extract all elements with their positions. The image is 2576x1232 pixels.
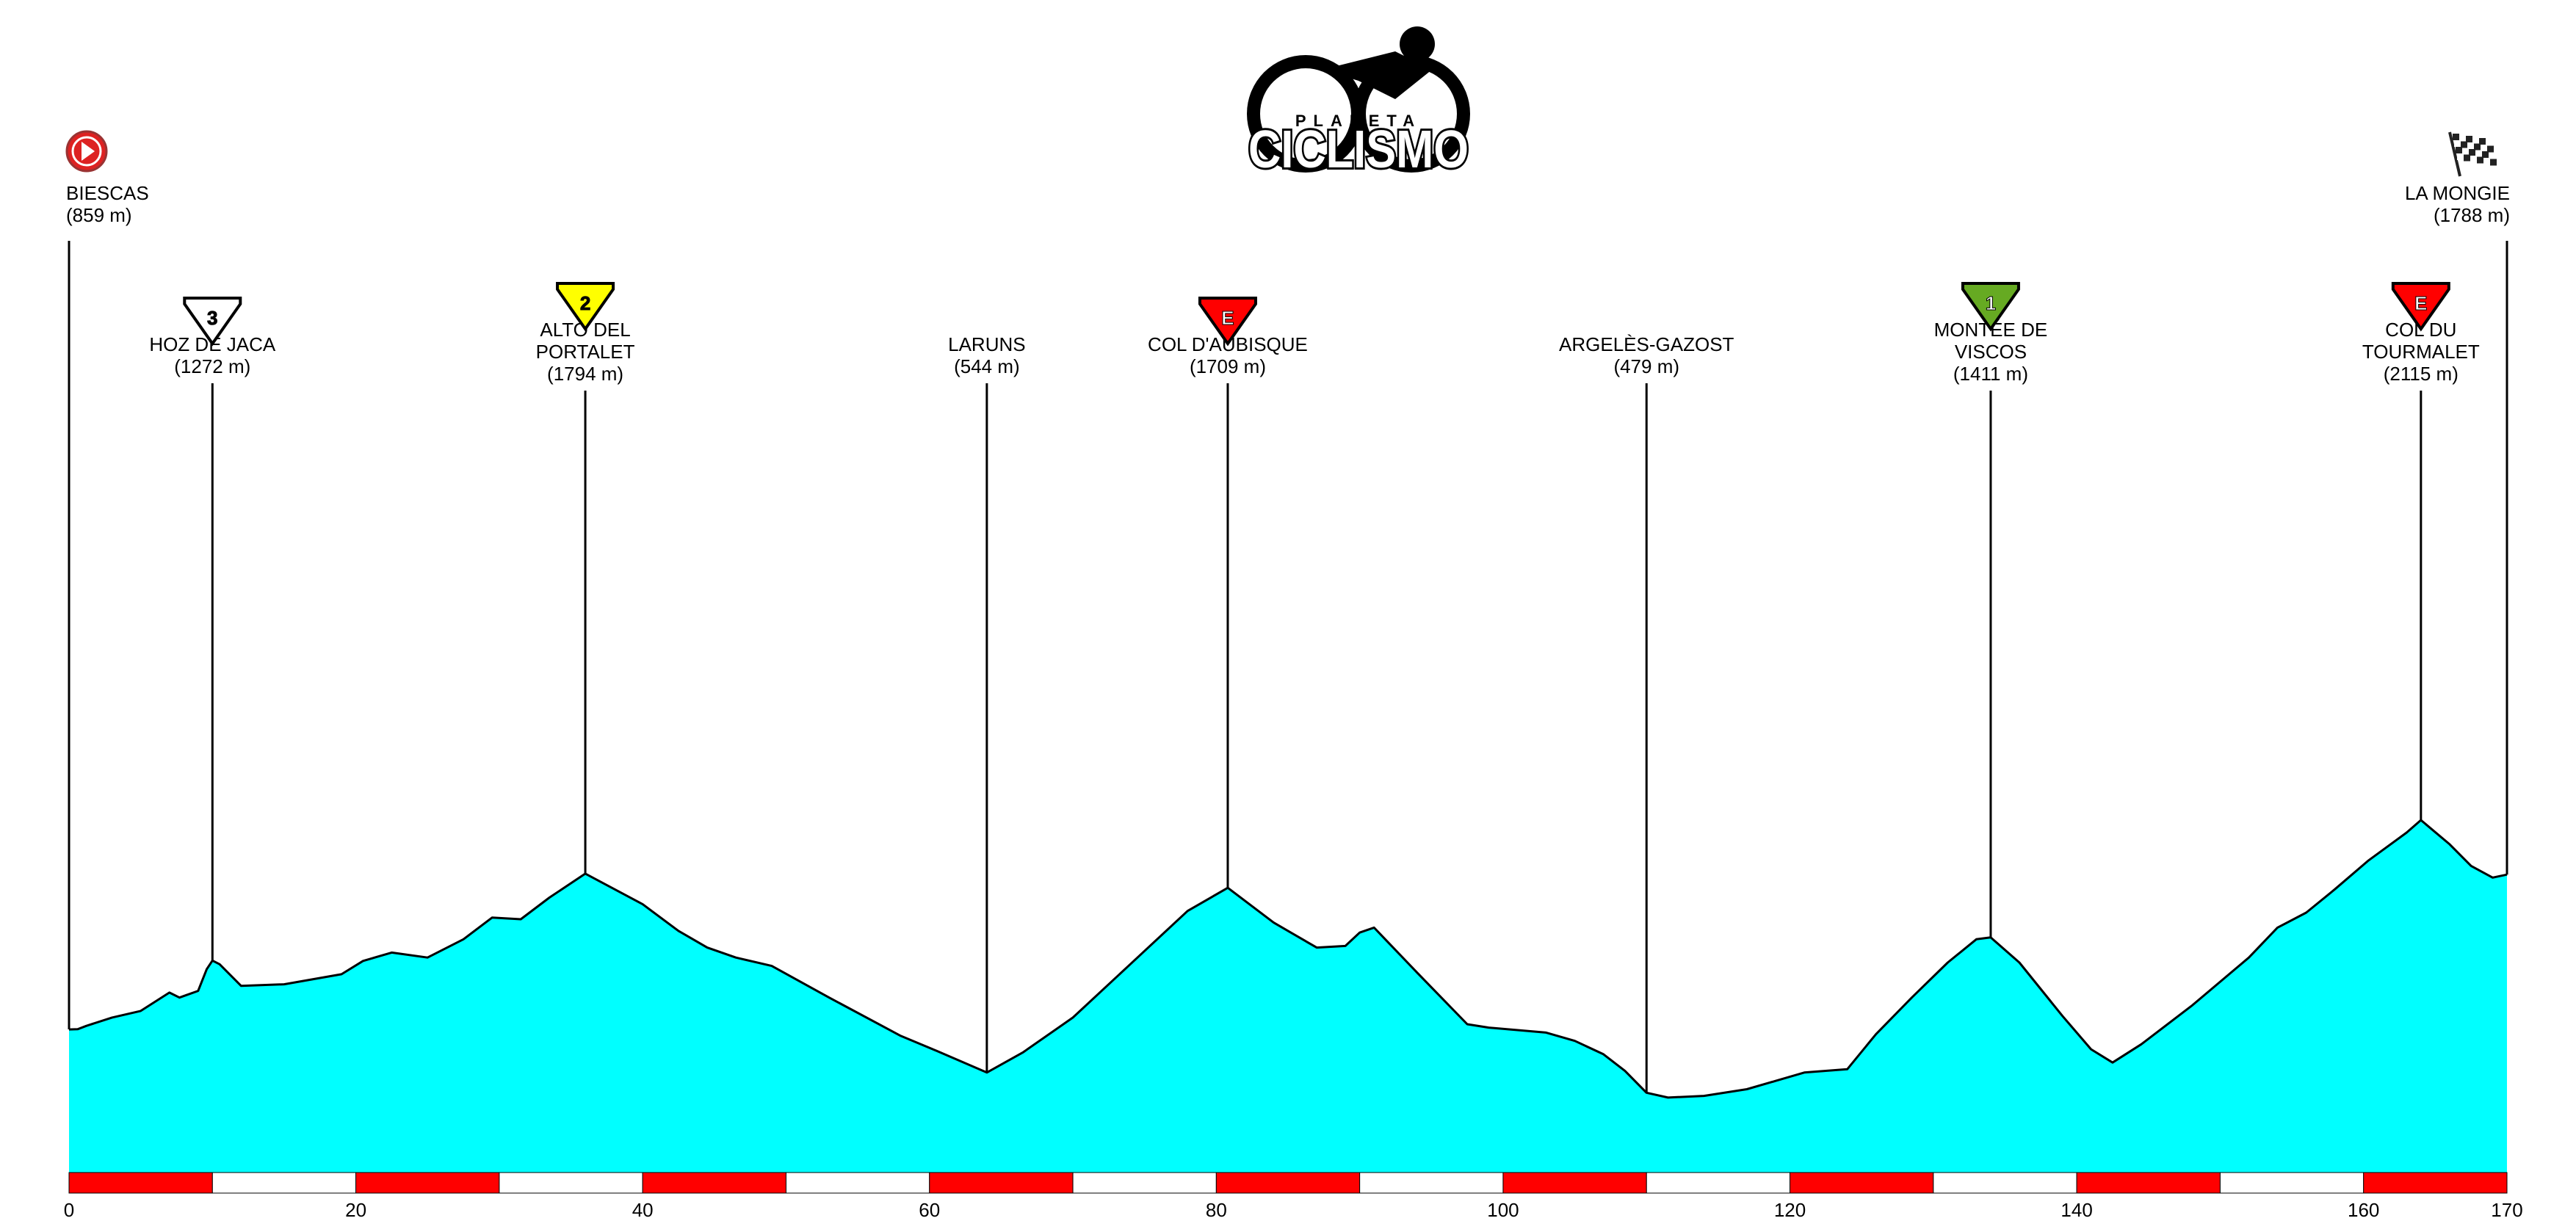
climb-category-icon: 2 xyxy=(556,282,615,332)
waypoint-name: TOURMALET xyxy=(2362,341,2480,363)
x-tick-label: 170 xyxy=(2491,1199,2522,1221)
category-label: 1 xyxy=(1986,292,1996,314)
waypoint-name: ARGELÈS-GAZOST xyxy=(1559,333,1734,355)
category-label: E xyxy=(1221,307,1234,329)
x-tick-label: 140 xyxy=(2061,1199,2092,1221)
category-triangle xyxy=(183,297,242,347)
km-bar-segment xyxy=(1359,1172,1504,1194)
km-bar-segment xyxy=(1072,1172,1217,1194)
waypoint-altitude: (544 m) xyxy=(954,355,1020,377)
start-icon xyxy=(65,130,108,173)
climb-category-icon: 3 xyxy=(183,297,242,347)
km-bar-segment xyxy=(2076,1172,2221,1194)
x-tick-label: 80 xyxy=(1206,1199,1227,1221)
waypoint: ARGELÈS-GAZOST(479 m) xyxy=(1559,333,1734,1093)
x-tick-label: 40 xyxy=(632,1199,654,1221)
waypoint-altitude: (1411 m) xyxy=(1953,363,2028,385)
category-triangle xyxy=(1961,282,2020,332)
waypoint-name: VISCOS xyxy=(1955,341,2027,363)
waypoint-altitude: (859 m) xyxy=(66,204,132,226)
waypoint-altitude: (2115 m) xyxy=(2384,363,2459,385)
km-bar-segment xyxy=(1933,1172,2077,1194)
planeta-ciclismo-logo: PLANETA CICLISMO xyxy=(1246,26,1471,181)
category-label: 3 xyxy=(207,307,217,329)
km-bar-segment xyxy=(2219,1172,2365,1194)
waypoint: BIESCAS(859 m) xyxy=(65,130,149,1030)
category-triangle xyxy=(556,282,615,332)
x-tick-label: 60 xyxy=(919,1199,940,1221)
x-tick-label: 100 xyxy=(1487,1199,1519,1221)
km-bar-segment xyxy=(1215,1172,1361,1194)
logo-wheel-left-inner xyxy=(1260,68,1351,159)
logo-top-text: PLANETA xyxy=(1295,112,1422,130)
waypoint-altitude: (479 m) xyxy=(1613,355,1679,377)
km-bar xyxy=(68,1172,2508,1194)
profile-area xyxy=(69,820,2507,1173)
km-bar-segment xyxy=(2363,1172,2508,1194)
waypoint-name: PORTALET xyxy=(536,341,635,363)
km-bar-segment xyxy=(355,1172,500,1194)
waypoint: LA MONGIE(1788 m) xyxy=(2405,131,2510,875)
km-bar-segment xyxy=(1502,1172,1647,1194)
logo-rider-body xyxy=(1322,51,1432,99)
km-bar-segment xyxy=(68,1172,213,1194)
logo-main-text: CICLISMO xyxy=(1248,120,1469,179)
x-axis-ticks: 0 20 40 60 80 100 120 140 160 170 xyxy=(64,1199,2523,1221)
category-label: 2 xyxy=(580,292,590,314)
km-bar-segment xyxy=(1790,1172,1934,1194)
waypoint: LARUNS(544 m) xyxy=(948,333,1026,1073)
category-triangle xyxy=(2391,282,2450,332)
waypoint-altitude: (1788 m) xyxy=(2434,204,2510,226)
waypoint-altitude: (1794 m) xyxy=(547,363,623,385)
km-bar-segment xyxy=(499,1172,643,1194)
waypoint-name: LARUNS xyxy=(948,333,1025,355)
km-bar-segment xyxy=(1646,1172,1791,1194)
km-bar-segment xyxy=(785,1172,930,1194)
waypoint-altitude: (1272 m) xyxy=(174,355,250,377)
waypoint: COL D'AUBISQUE(1709 m)E xyxy=(1148,297,1308,888)
climb-category-icon: 1 xyxy=(1961,282,2020,332)
climb-category-icon: E xyxy=(2391,282,2450,332)
waypoint-name: LA MONGIE xyxy=(2405,182,2510,204)
finish-flag-icon xyxy=(2448,131,2497,177)
logo-rider-head xyxy=(1400,26,1435,62)
climb-category-icon: E xyxy=(1198,297,1257,347)
waypoint-altitude: (1709 m) xyxy=(1190,355,1266,377)
x-tick-label: 160 xyxy=(2348,1199,2379,1221)
km-bar-segment xyxy=(929,1172,1074,1194)
x-tick-label: 20 xyxy=(345,1199,366,1221)
profile-layer xyxy=(68,819,2508,1173)
profile-line xyxy=(68,819,2508,1099)
x-tick-label: 0 xyxy=(64,1199,74,1221)
waypoint: HOZ DE JACA(1272 m)3 xyxy=(149,297,276,961)
km-bar-segment xyxy=(211,1172,357,1194)
waypoint-name: BIESCAS xyxy=(66,182,149,204)
category-triangle xyxy=(1198,297,1257,347)
category-label: E xyxy=(2414,292,2427,314)
x-tick-label: 120 xyxy=(1774,1199,1806,1221)
km-bar-segment xyxy=(642,1172,786,1194)
